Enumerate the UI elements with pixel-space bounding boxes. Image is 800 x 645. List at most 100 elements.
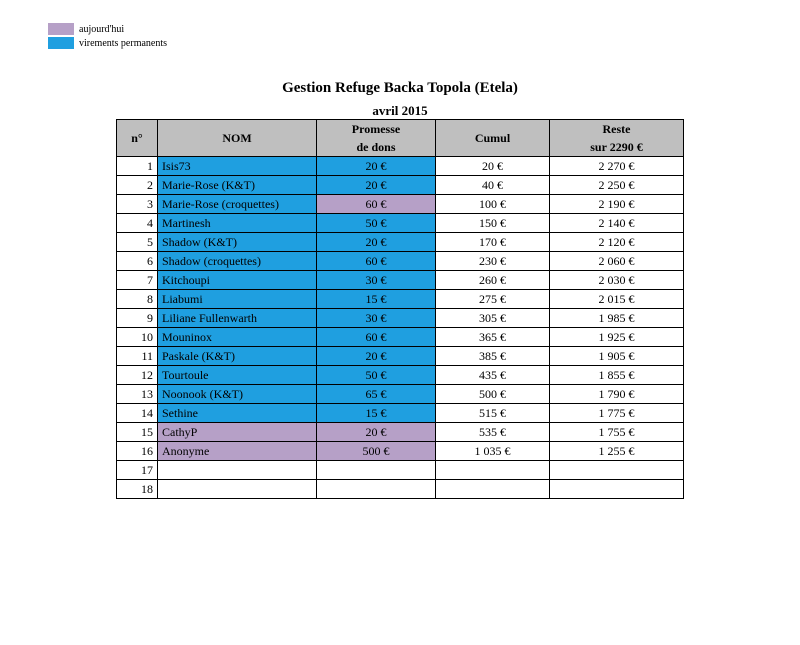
- cell-nom: Isis73: [158, 157, 317, 176]
- cell-promesse: 30 €: [317, 271, 436, 290]
- cell-promesse: 30 €: [317, 309, 436, 328]
- cell-nom: CathyP: [158, 423, 317, 442]
- cell-n: 4: [117, 214, 158, 233]
- cell-cumul: 365 €: [436, 328, 550, 347]
- table-header: n° NOM Promesse Cumul Reste de dons sur …: [117, 120, 684, 157]
- cell-promesse: 60 €: [317, 195, 436, 214]
- cell-cumul: 515 €: [436, 404, 550, 423]
- cell-cumul: 20 €: [436, 157, 550, 176]
- cell-reste: 1 905 €: [550, 347, 684, 366]
- cell-n: 11: [117, 347, 158, 366]
- table-row: 10Mouninox60 €365 €1 925 €: [117, 328, 684, 347]
- cell-nom: Tourtoule: [158, 366, 317, 385]
- cell-reste: 1 925 €: [550, 328, 684, 347]
- cell-reste: 1 775 €: [550, 404, 684, 423]
- cell-reste: [550, 461, 684, 480]
- cell-n: 7: [117, 271, 158, 290]
- cell-promesse: 65 €: [317, 385, 436, 404]
- col-header-cumul: Cumul: [436, 120, 550, 157]
- col-header-promesse-l2: de dons: [317, 138, 436, 157]
- cell-reste: 2 190 €: [550, 195, 684, 214]
- legend-item-today: aujourd'hui: [48, 22, 167, 36]
- cell-nom: Mouninox: [158, 328, 317, 347]
- cell-nom: Shadow (K&T): [158, 233, 317, 252]
- cell-promesse: 20 €: [317, 176, 436, 195]
- cell-reste: 2 120 €: [550, 233, 684, 252]
- cell-nom: Marie-Rose (croquettes): [158, 195, 317, 214]
- cell-n: 12: [117, 366, 158, 385]
- legend-item-standing: virements permanents: [48, 36, 167, 50]
- cell-reste: 2 270 €: [550, 157, 684, 176]
- cell-nom: Liliane Fullenwarth: [158, 309, 317, 328]
- cell-promesse: 50 €: [317, 366, 436, 385]
- cell-cumul: 260 €: [436, 271, 550, 290]
- cell-cumul: 275 €: [436, 290, 550, 309]
- table-row: 11Paskale (K&T)20 €385 €1 905 €: [117, 347, 684, 366]
- cell-nom: Liabumi: [158, 290, 317, 309]
- table-row: 9Liliane Fullenwarth30 €305 €1 985 €: [117, 309, 684, 328]
- cell-cumul: 305 €: [436, 309, 550, 328]
- cell-promesse: 60 €: [317, 328, 436, 347]
- cell-promesse: 20 €: [317, 347, 436, 366]
- cell-cumul: 40 €: [436, 176, 550, 195]
- legend-label-today: aujourd'hui: [79, 24, 124, 35]
- table-row: 18: [117, 480, 684, 499]
- table-row: 12Tourtoule50 €435 €1 855 €: [117, 366, 684, 385]
- cell-reste: 1 255 €: [550, 442, 684, 461]
- cell-nom: Anonyme: [158, 442, 317, 461]
- cell-nom: Sethine: [158, 404, 317, 423]
- cell-n: 10: [117, 328, 158, 347]
- cell-reste: 2 140 €: [550, 214, 684, 233]
- cell-cumul: 435 €: [436, 366, 550, 385]
- cell-promesse: 20 €: [317, 157, 436, 176]
- table-row: 6Shadow (croquettes)60 €230 €2 060 €: [117, 252, 684, 271]
- table-row: 1Isis7320 €20 €2 270 €: [117, 157, 684, 176]
- donations-table: n° NOM Promesse Cumul Reste de dons sur …: [116, 119, 684, 499]
- cell-cumul: 230 €: [436, 252, 550, 271]
- cell-promesse: [317, 461, 436, 480]
- cell-n: 16: [117, 442, 158, 461]
- col-header-promesse-l1: Promesse: [317, 120, 436, 139]
- cell-n: 9: [117, 309, 158, 328]
- table-row: 17: [117, 461, 684, 480]
- col-header-n: n°: [117, 120, 158, 157]
- cell-promesse: 500 €: [317, 442, 436, 461]
- cell-promesse: 15 €: [317, 404, 436, 423]
- cell-n: 6: [117, 252, 158, 271]
- table-row: 5Shadow (K&T)20 €170 €2 120 €: [117, 233, 684, 252]
- cell-reste: 2 060 €: [550, 252, 684, 271]
- table-row: 4Martinesh50 €150 €2 140 €: [117, 214, 684, 233]
- cell-nom: Martinesh: [158, 214, 317, 233]
- cell-reste: 1 790 €: [550, 385, 684, 404]
- cell-cumul: 1 035 €: [436, 442, 550, 461]
- cell-cumul: 385 €: [436, 347, 550, 366]
- cell-nom: [158, 461, 317, 480]
- cell-cumul: 170 €: [436, 233, 550, 252]
- cell-promesse: 20 €: [317, 423, 436, 442]
- cell-promesse: 50 €: [317, 214, 436, 233]
- cell-n: 18: [117, 480, 158, 499]
- table-row: 7Kitchoupi30 €260 €2 030 €: [117, 271, 684, 290]
- legend-swatch-today: [48, 23, 74, 35]
- cell-n: 1: [117, 157, 158, 176]
- col-header-nom: NOM: [158, 120, 317, 157]
- cell-n: 14: [117, 404, 158, 423]
- cell-n: 3: [117, 195, 158, 214]
- cell-promesse: 15 €: [317, 290, 436, 309]
- cell-cumul: [436, 480, 550, 499]
- table-body: 1Isis7320 €20 €2 270 €2Marie-Rose (K&T)2…: [117, 157, 684, 499]
- cell-nom: [158, 480, 317, 499]
- cell-promesse: [317, 480, 436, 499]
- cell-nom: Kitchoupi: [158, 271, 317, 290]
- cell-nom: Paskale (K&T): [158, 347, 317, 366]
- cell-n: 17: [117, 461, 158, 480]
- col-header-reste-l2: sur 2290 €: [550, 138, 684, 157]
- legend-swatch-standing: [48, 37, 74, 49]
- legend-label-standing: virements permanents: [79, 38, 167, 49]
- cell-reste: 1 985 €: [550, 309, 684, 328]
- table-row: 14Sethine15 €515 €1 775 €: [117, 404, 684, 423]
- cell-reste: [550, 480, 684, 499]
- cell-cumul: 150 €: [436, 214, 550, 233]
- table-row: 3Marie-Rose (croquettes)60 €100 €2 190 €: [117, 195, 684, 214]
- cell-reste: 2 250 €: [550, 176, 684, 195]
